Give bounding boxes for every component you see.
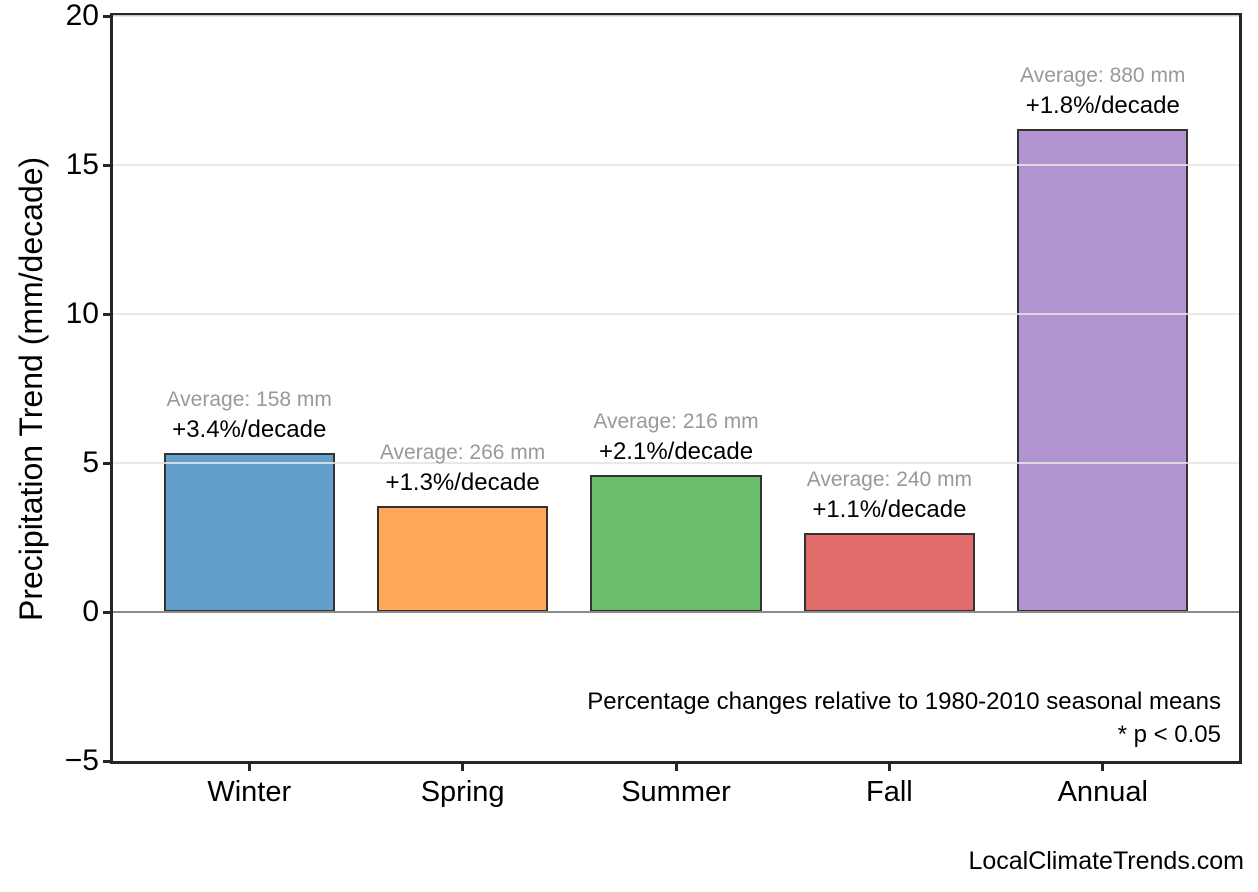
zero-line xyxy=(113,611,1239,613)
percent-label-fall: +1.1%/decade xyxy=(812,496,967,524)
gridline-5 xyxy=(113,462,1239,464)
y-axis-title: Precipitation Trend (mm/decade) xyxy=(13,156,49,621)
y-axis-tick-15 xyxy=(103,163,113,167)
bar-summer xyxy=(590,474,762,612)
y-axis-tick-0 xyxy=(103,610,113,614)
bar-annotation-annual: Average: 880 mm +1.8%/decade xyxy=(1020,62,1185,121)
x-axis-label-annual: Annual xyxy=(1057,776,1148,808)
y-axis-tick--5 xyxy=(103,759,113,763)
x-axis-tick-annual xyxy=(1101,761,1105,771)
y-axis-tick-20 xyxy=(103,14,113,18)
y-axis-tick-5 xyxy=(103,461,113,465)
y-axis-tick-10 xyxy=(103,312,113,316)
y-axis-tick-label-0: 0 xyxy=(82,595,99,628)
footnote-percent-note: Percentage changes relative to 1980-2010… xyxy=(587,688,1221,715)
bar-annotation-summer: Average: 216 mm +2.1%/decade xyxy=(593,408,758,467)
y-axis-tick-label-15: 15 xyxy=(65,148,99,181)
footnotes: Percentage changes relative to 1980-2010… xyxy=(587,685,1221,751)
percent-label-annual: +1.8%/decade xyxy=(1025,92,1180,120)
x-axis-tick-spring xyxy=(461,761,465,771)
percent-label-winter: +3.4%/decade xyxy=(172,415,327,443)
bar-annotation-winter: Average: 158 mm +3.4%/decade xyxy=(167,386,332,445)
gridline-20 xyxy=(113,15,1239,17)
average-label-spring: Average: 266 mm xyxy=(379,441,546,465)
bar-annotation-fall: Average: 240 mm +1.1%/decade xyxy=(807,466,972,525)
x-axis-label-spring: Spring xyxy=(420,776,505,808)
gridline-15 xyxy=(113,164,1239,166)
bar-spring xyxy=(377,506,549,612)
y-axis-tick-label-5: 5 xyxy=(82,446,99,479)
plot-area: Precipitation Trend (mm/decade) Percenta… xyxy=(13,0,1242,808)
y-axis-tick-label-20: 20 xyxy=(65,0,99,32)
x-axis-tick-fall xyxy=(887,761,891,771)
bar-fall xyxy=(803,533,975,612)
average-label-winter: Average: 158 mm xyxy=(166,387,332,411)
x-axis-label-fall: Fall xyxy=(866,776,913,808)
x-axis-tick-winter xyxy=(247,761,251,771)
bar-annual xyxy=(1017,129,1189,612)
footnote-significance: * p < 0.05 xyxy=(1117,721,1221,748)
average-label-annual: Average: 880 mm xyxy=(1020,64,1186,88)
y-axis-tick-label-10: 10 xyxy=(65,297,99,330)
average-label-summer: Average: 216 mm xyxy=(593,409,759,433)
x-axis-label-summer: Summer xyxy=(621,776,731,808)
percent-label-spring: +1.3%/decade xyxy=(385,469,540,497)
watermark-footer: LocalClimateTrends.com xyxy=(968,847,1244,875)
average-label-fall: Average: 240 mm xyxy=(806,468,973,492)
y-axis-tick-label--5: −5 xyxy=(64,744,99,777)
x-axis-tick-summer xyxy=(674,761,678,771)
x-axis-label-winter: Winter xyxy=(207,776,292,808)
bar-annotation-spring: Average: 266 mm +1.3%/decade xyxy=(380,439,545,498)
bar-winter xyxy=(163,452,335,612)
percent-label-summer: +2.1%/decade xyxy=(598,437,754,465)
gridline-10 xyxy=(113,313,1239,315)
